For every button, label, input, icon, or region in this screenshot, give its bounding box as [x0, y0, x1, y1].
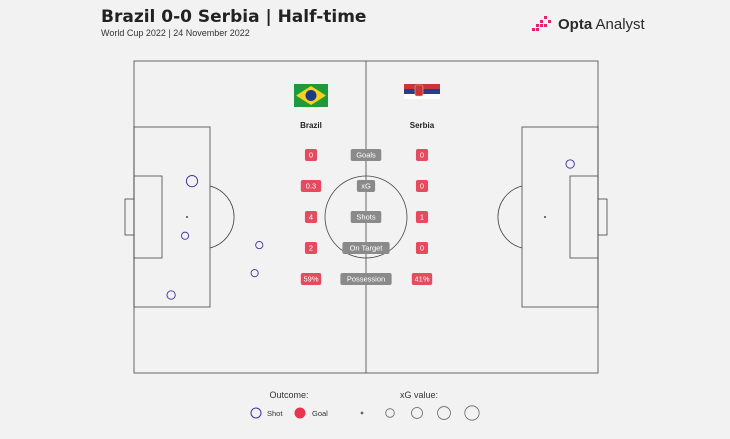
chart-subtitle: World Cup 2022 | 24 November 2022 — [101, 28, 250, 38]
legend-xg-size-marker — [411, 407, 423, 419]
shot-marker-brazil — [166, 290, 176, 300]
stat-value-brazil: 2 — [309, 244, 313, 253]
shot-marker-brazil — [185, 175, 199, 188]
brand-strong: Opta — [558, 15, 593, 33]
stat-value-badge-brazil — [300, 273, 322, 285]
stat-value-serbia: 0 — [420, 244, 424, 253]
brand-text: Opta Analyst — [558, 16, 645, 33]
center-circle — [324, 175, 408, 259]
opta-analyst-logo: Opta Analyst — [532, 14, 645, 34]
legend-shot-marker — [250, 407, 262, 419]
right-penalty-arc — [497, 185, 523, 249]
brazil-flag-icon — [294, 84, 328, 107]
stat-value-badge-serbia — [411, 273, 433, 285]
stat-value-badge-serbia — [415, 211, 429, 223]
legend-xg-size-marker — [464, 405, 480, 421]
left-six-yard-box — [133, 175, 163, 259]
stat-value-serbia: 0 — [420, 182, 424, 191]
opta-logo-icon — [532, 16, 551, 31]
shot-marker-brazil — [250, 269, 259, 278]
brand-rest: Analyst — [592, 15, 645, 33]
legend-xg-size-marker — [437, 406, 451, 420]
stat-label-badge — [340, 273, 392, 285]
stat-value-badge-serbia — [415, 242, 429, 254]
left-penalty-box — [133, 126, 211, 308]
legend-xg-size-marker — [360, 411, 364, 415]
legend-shot-label: Shot — [267, 409, 283, 418]
stats-table: Goals 0 0 xG 0.3 0 Shots 4 1 On Target 2 0 Possessio… — [300, 149, 433, 285]
stat-value-badge-serbia — [415, 180, 429, 192]
stat-value-badge-serbia — [415, 149, 429, 161]
stat-label: Possession — [347, 275, 385, 284]
stat-value-badge-brazil — [300, 180, 322, 192]
right-six-yard-box — [569, 175, 599, 259]
stat-value-brazil: 4 — [309, 213, 313, 222]
stat-label-badge — [350, 211, 382, 223]
legend-xg-title: xG value: — [400, 390, 438, 400]
serbia-flag-icon — [404, 84, 440, 99]
team-name-serbia: Serbia — [410, 121, 435, 130]
shot-marker-serbia — [565, 159, 575, 169]
legend-goal-label: Goal — [312, 409, 328, 418]
right-penalty-box — [521, 126, 599, 308]
stat-value-badge-brazil — [304, 149, 318, 161]
left-penalty-spot — [186, 216, 188, 218]
stat-label-badge — [350, 149, 382, 161]
right-penalty-spot — [544, 216, 546, 218]
left-goal — [124, 198, 135, 236]
right-goal — [597, 198, 608, 236]
legend-xg-size-marker — [385, 408, 395, 418]
left-penalty-arc — [209, 185, 235, 249]
team-name-brazil: Brazil — [300, 121, 322, 130]
shot-marker-brazil — [180, 231, 190, 240]
legend-goal-marker — [294, 407, 306, 419]
stat-label-badge — [342, 242, 390, 254]
legend-outcome-title: Outcome: — [269, 390, 308, 400]
stat-label: Goals — [356, 151, 376, 160]
stat-label-badge — [356, 180, 376, 192]
shot-markers — [166, 159, 575, 300]
stat-value-brazil: 59% — [303, 275, 318, 284]
stat-label: Shots — [356, 213, 375, 222]
stat-value-brazil: 0.3 — [306, 182, 316, 191]
stat-label: xG — [361, 182, 371, 191]
shot-marker-brazil — [255, 241, 264, 250]
legend: Outcome: Shot Goal xG value: — [250, 390, 480, 421]
stat-value-badge-brazil — [304, 211, 318, 223]
stat-value-brazil: 0 — [309, 151, 313, 160]
stat-value-serbia: 1 — [420, 213, 424, 222]
stat-value-badge-brazil — [304, 242, 318, 254]
chart-title: Brazil 0-0 Serbia | Half-time — [101, 7, 367, 27]
stat-value-serbia: 41% — [414, 275, 429, 284]
stat-label: On Target — [350, 244, 384, 253]
stat-value-serbia: 0 — [420, 151, 424, 160]
